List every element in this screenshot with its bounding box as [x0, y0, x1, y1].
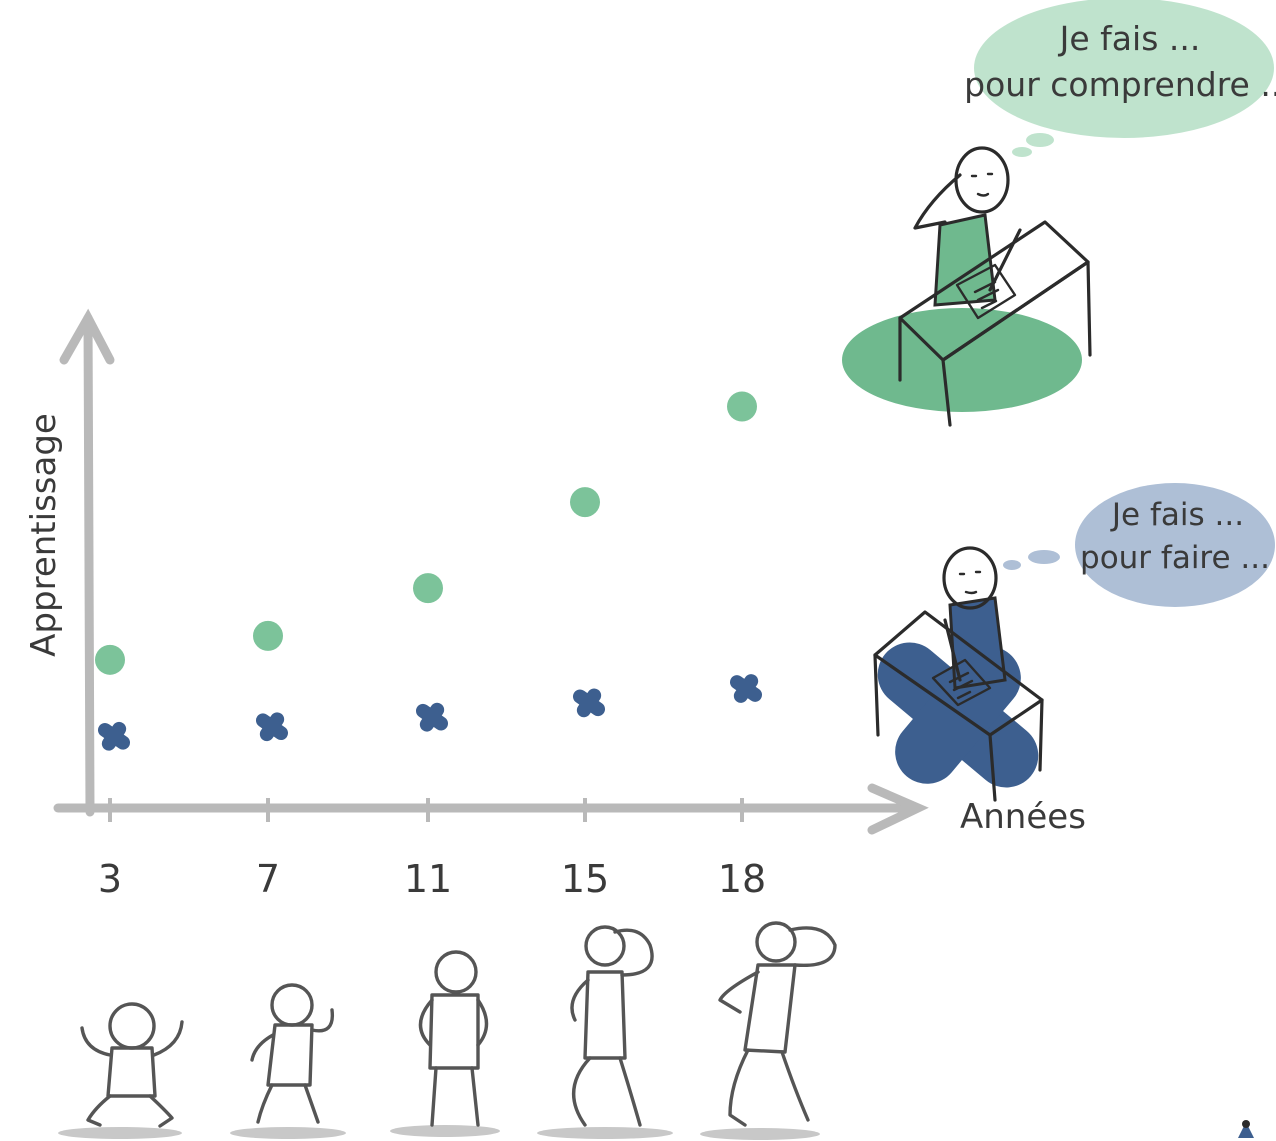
top-student-body [933, 213, 997, 307]
x-tick-label: 7 [256, 857, 280, 901]
top-student-illustration [842, 133, 1092, 427]
bottom-student-illustration [873, 546, 1060, 802]
x-tick-label: 11 [404, 857, 452, 901]
bottom-thought-dot [1003, 560, 1021, 570]
kid-age-7 [250, 983, 335, 1124]
top-student-face [970, 172, 994, 197]
kid-body [106, 1046, 157, 1098]
kid-age-3 [80, 1002, 184, 1128]
bottom-bubble-line2: pour faire ... [1080, 540, 1270, 576]
x-tick-labels: 3 7 11 15 18 [98, 857, 766, 901]
axes [53, 308, 929, 835]
bottom-thought-bubble: Je fais ... pour faire ... [1075, 483, 1275, 607]
top-bubble-line1: Je fais ... [1058, 19, 1201, 58]
top-bubble-line2: pour comprendre ... [964, 65, 1276, 104]
data-point-cross [415, 702, 449, 732]
top-student-arm [913, 173, 962, 230]
y-axis [83, 313, 95, 817]
bottom-pen-arm [943, 618, 962, 682]
bottom-desk-legs [873, 653, 1044, 802]
y-axis-label: Apprentissage [24, 413, 64, 657]
kid-age-15 [570, 925, 654, 1127]
data-point-circle [253, 620, 283, 651]
kid-body [266, 1023, 314, 1087]
x-axis-arrow [867, 783, 929, 835]
x-tick-label: 18 [718, 857, 766, 901]
x-ticks [108, 798, 744, 822]
top-student-head [954, 146, 1010, 214]
kid-body [743, 963, 797, 1054]
bottom-thought-dot [1028, 550, 1060, 564]
kid-arms [418, 998, 489, 1047]
kid-arms [570, 928, 654, 1022]
top-desk-legs [898, 260, 1092, 427]
bottom-student-face [958, 570, 982, 595]
kid-body [428, 993, 480, 1070]
top-paper [955, 263, 1017, 320]
kid-head [270, 983, 314, 1027]
ground-shadow [700, 1128, 820, 1140]
kid-head [584, 925, 626, 967]
kid-legs [728, 1048, 810, 1127]
y-axis-arrow [59, 308, 115, 365]
ground-shadow [230, 1127, 346, 1139]
top-bubble-shape [974, 0, 1274, 138]
kid-age-18 [718, 921, 837, 1127]
kid-legs [86, 1094, 174, 1128]
x-tick-label: 3 [98, 857, 122, 901]
kid-legs [430, 1066, 480, 1127]
logo-icon [1238, 1120, 1254, 1138]
x-axis-label: Années [960, 797, 1086, 837]
kid-arms [80, 1020, 184, 1057]
data-point-cross [255, 712, 289, 742]
data-point-circle [413, 573, 443, 604]
bottom-student-body [948, 596, 1007, 690]
series-circles [95, 391, 757, 675]
bottom-student-head [942, 546, 998, 610]
data-point-cross [729, 674, 763, 703]
top-pen-arm [988, 228, 1022, 292]
top-thought-dot [1026, 133, 1054, 147]
data-point-cross [572, 688, 606, 718]
data-point-circle [727, 391, 757, 422]
ground-shadow [390, 1125, 500, 1137]
x-tick-label: 15 [561, 857, 609, 901]
ground-shadow [537, 1127, 673, 1139]
kid-legs [571, 1056, 642, 1127]
bottom-bubble-shape [1075, 483, 1275, 607]
green-blob [842, 308, 1082, 412]
bottom-paper [931, 658, 992, 707]
kid-legs [256, 1083, 320, 1124]
top-thought-dot [1012, 147, 1032, 157]
kid-head [434, 950, 478, 994]
kids-row [58, 921, 837, 1140]
kid-arms [718, 926, 837, 1014]
series-crosses [97, 674, 763, 751]
kid-age-11 [418, 950, 489, 1127]
data-point-circle [95, 644, 125, 675]
data-point-cross [97, 721, 131, 751]
top-thought-bubble: Je fais ... pour comprendre ... [964, 0, 1276, 138]
kid-arms [250, 1008, 335, 1062]
kid-head [108, 1002, 156, 1050]
bottom-bubble-line1: Je fais ... [1110, 497, 1244, 533]
kid-body [583, 970, 627, 1060]
ground-shadow [58, 1127, 182, 1139]
kid-head [755, 921, 797, 963]
data-point-circle [570, 487, 600, 518]
